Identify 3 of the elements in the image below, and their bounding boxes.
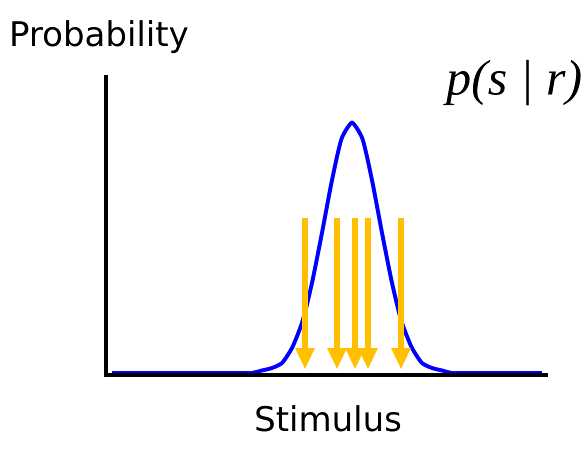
y-axis-title: Probability: [9, 15, 189, 55]
x-axis-title: Stimulus: [254, 400, 402, 440]
chart-title: p(s | r): [443, 50, 582, 106]
